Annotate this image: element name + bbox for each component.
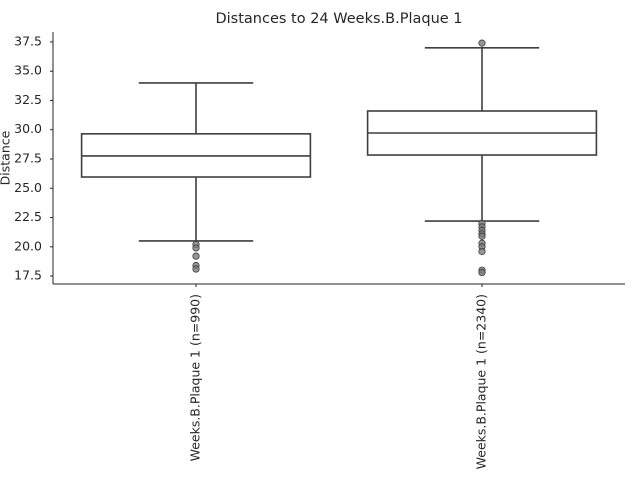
y-tick-label: 30.0 bbox=[14, 121, 42, 136]
y-tick-label: 22.5 bbox=[14, 209, 42, 224]
y-tick-label: 17.5 bbox=[14, 268, 42, 283]
outlier bbox=[478, 268, 486, 277]
outlier bbox=[192, 244, 200, 252]
x-tick-label: Weeks.B.Plaque 1 (n=2340) bbox=[474, 294, 489, 469]
y-tick-label: 37.5 bbox=[14, 33, 42, 48]
y-axis-label: Distance bbox=[0, 130, 13, 185]
outlier bbox=[478, 247, 486, 256]
outlier bbox=[478, 39, 486, 47]
outlier bbox=[192, 265, 200, 273]
y-tick-label: 27.5 bbox=[14, 150, 42, 165]
outlier bbox=[478, 232, 486, 240]
y-tick-label: 25.0 bbox=[14, 180, 42, 195]
outlier bbox=[192, 252, 200, 260]
y-tick-label: 20.0 bbox=[14, 238, 42, 253]
y-tick-label: 32.5 bbox=[14, 92, 42, 107]
y-tick-label: 35.0 bbox=[14, 63, 42, 78]
chart-title: Distances to 24 Weeks.B.Plaque 1 bbox=[215, 11, 462, 27]
x-tick-label: Weeks.B.Plaque 1 (n=990) bbox=[188, 294, 203, 461]
